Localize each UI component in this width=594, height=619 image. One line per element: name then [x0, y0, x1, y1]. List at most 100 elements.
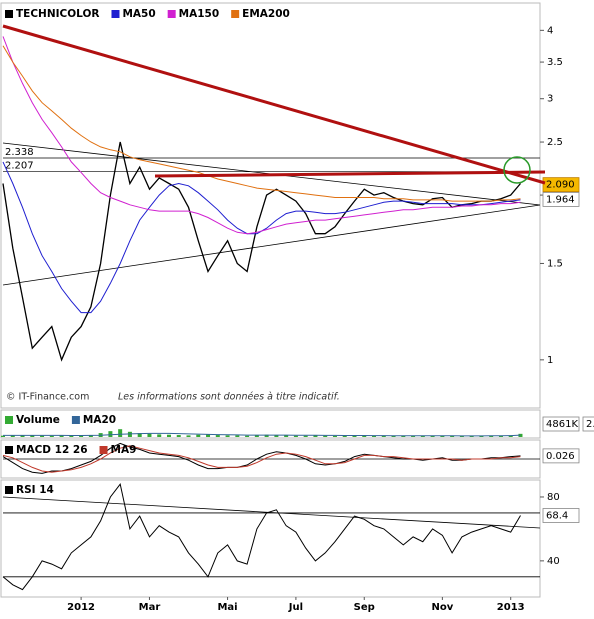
- volume-bar: [88, 435, 93, 437]
- legend-label: TECHNICOLOR: [16, 8, 99, 20]
- legend-swatch: [231, 10, 240, 18]
- last-value-label: 4861K: [546, 419, 578, 430]
- volume-bar: [49, 435, 54, 437]
- volume-bar: [274, 435, 279, 437]
- x-tick-label: 2012: [67, 602, 95, 613]
- x-tick-label: 2013: [497, 602, 525, 613]
- last-value-box: [542, 448, 580, 464]
- volume-bar: [20, 435, 25, 437]
- legend-label: EMA200: [242, 8, 290, 20]
- x-tick-label: Nov: [431, 602, 453, 613]
- volume-bar: [342, 435, 347, 437]
- series-line: [2, 45, 521, 202]
- volume-bar: [323, 435, 328, 437]
- x-tick-label: Sep: [354, 602, 375, 613]
- highlight-circle: [503, 156, 531, 184]
- legend-label: MACD 12 26: [16, 444, 88, 456]
- volume-bar: [186, 435, 191, 437]
- rsi-panel: [0, 479, 541, 598]
- volume-bar: [303, 435, 308, 437]
- legend-swatch: [167, 10, 176, 18]
- legend-label: MA9: [111, 444, 137, 456]
- volume-bar: [69, 435, 74, 437]
- volume-bar: [411, 436, 416, 437]
- volume-bar: [440, 435, 445, 437]
- volume-bar: [293, 435, 298, 437]
- volume-bar: [313, 435, 318, 437]
- last-value-label: 1.964: [546, 194, 575, 205]
- volume-bar: [508, 435, 513, 437]
- volume-bar: [469, 436, 474, 437]
- volume-bar: [332, 435, 337, 437]
- price-panel: [0, 2, 541, 409]
- y-tick-label: 80: [547, 492, 560, 503]
- volume-bar: [10, 435, 15, 437]
- legend-swatch: [111, 10, 120, 18]
- y-tick-label: 3.5: [547, 57, 563, 68]
- volume-bar: [137, 433, 142, 437]
- series-line: [2, 36, 521, 235]
- last-value-box: [582, 416, 594, 432]
- last-value-box: [542, 508, 580, 523]
- red-trend-line: [2, 24, 546, 185]
- volume-bar: [362, 435, 367, 437]
- volume-bar: [176, 435, 181, 437]
- volume-bar: [459, 436, 464, 437]
- last-value-label: 68.4: [546, 511, 568, 522]
- volume-panel: [0, 409, 541, 439]
- legend-swatch: [99, 446, 108, 454]
- level-label: 2.207: [5, 161, 34, 172]
- volume-bar: [391, 435, 396, 437]
- trend-line: [2, 204, 541, 286]
- volume-bar: [59, 435, 64, 437]
- volume-bar: [225, 435, 230, 437]
- volume-bar: [206, 434, 211, 437]
- volume-bar: [489, 435, 494, 437]
- series-line: [2, 483, 521, 591]
- last-value-label: 2.090: [546, 180, 575, 191]
- y-tick-label: 2.5: [547, 137, 563, 148]
- volume-bar: [235, 435, 240, 437]
- volume-bar: [479, 435, 484, 437]
- volume-bar: [254, 435, 259, 437]
- legend-label: MA150: [179, 8, 220, 20]
- volume-bar: [30, 435, 35, 437]
- x-tick-label: Jul: [288, 602, 303, 613]
- volume-bar: [166, 434, 171, 437]
- footnote: © IT-Finance.com: [6, 392, 89, 403]
- volume-bar: [215, 435, 220, 437]
- volume-bar: [127, 431, 132, 437]
- volume-bar: [79, 435, 84, 437]
- legend-label: MA50: [122, 8, 155, 20]
- volume-bar: [284, 435, 289, 437]
- volume-bar: [264, 434, 269, 437]
- y-tick-label: 40: [547, 556, 560, 567]
- marks: 11.522.533.542.3382.207TECHNICOLORMA50MA…: [1, 8, 594, 613]
- last-value-box: [542, 192, 580, 207]
- legend-swatch: [71, 416, 80, 424]
- volume-bar: [245, 435, 250, 437]
- volume-bar: [420, 436, 425, 437]
- y-tick-label: 1: [547, 355, 553, 366]
- volume-bar: [157, 434, 162, 437]
- volume-bar: [498, 435, 503, 437]
- y-tick-label: 3: [547, 94, 553, 105]
- series-line: [2, 141, 521, 362]
- last-value-label: 2.9: [586, 419, 594, 430]
- volume-bar: [352, 435, 357, 437]
- x-tick-label: Mar: [139, 602, 161, 613]
- volume-bar: [450, 435, 455, 437]
- legend-swatch: [5, 416, 13, 424]
- volume-bar: [108, 431, 113, 437]
- volume-bar: [381, 435, 386, 437]
- legend-swatch: [5, 446, 13, 454]
- volume-bar: [147, 433, 152, 437]
- y-tick-label: 1.5: [547, 258, 563, 269]
- series-line: [2, 445, 521, 473]
- legend-swatch: [5, 486, 13, 494]
- series-line: [3, 432, 521, 437]
- volume-bar: [40, 435, 45, 437]
- volume-bar: [401, 435, 406, 437]
- legend-swatch: [5, 10, 13, 18]
- volume-bar: [1, 435, 5, 437]
